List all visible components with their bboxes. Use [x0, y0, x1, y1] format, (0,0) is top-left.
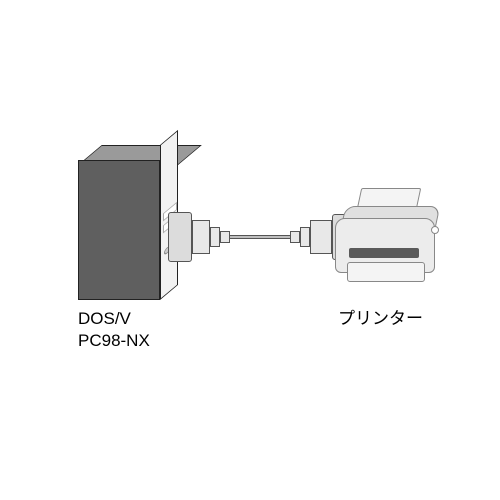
pc-label: DOS/V PC98-NX	[78, 308, 150, 352]
pc-label-line2: PC98-NX	[78, 331, 150, 350]
printer-icon	[335, 200, 445, 290]
pc-label-line1: DOS/V	[78, 309, 131, 328]
pc-tower-icon	[78, 145, 178, 300]
connection-diagram: DOS/V PC98-NX プリンター	[0, 0, 500, 500]
parallel-cable-icon	[168, 212, 353, 262]
printer-label: プリンター	[338, 308, 423, 330]
